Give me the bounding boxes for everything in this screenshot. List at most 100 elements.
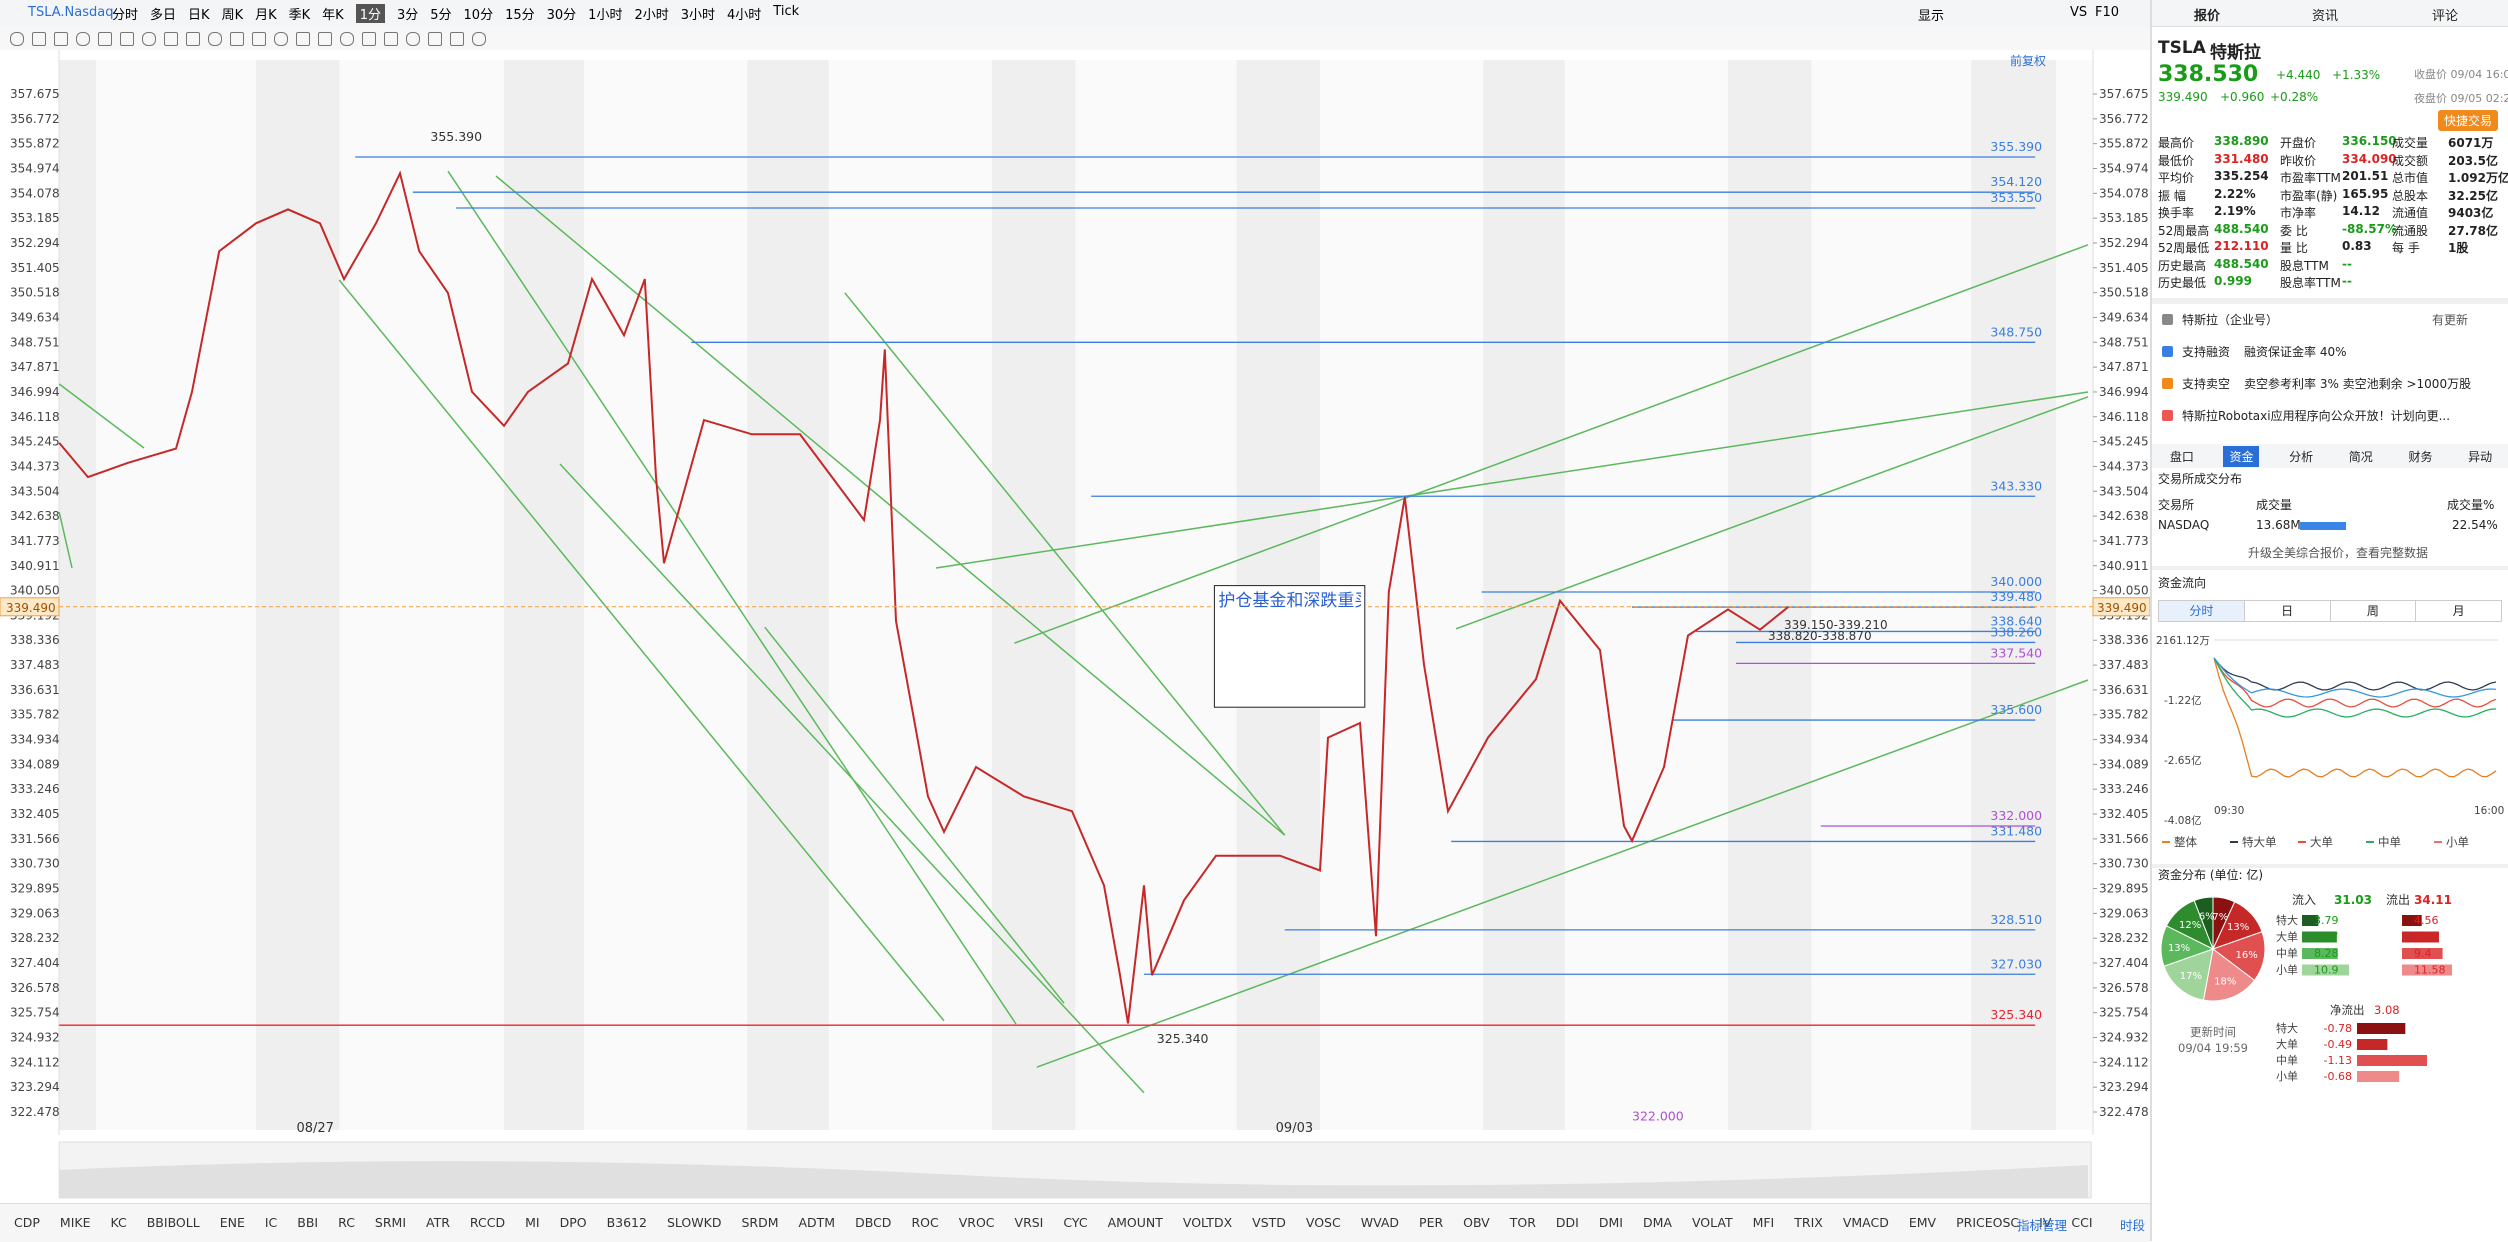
indicator[interactable]: SRMI <box>374 1215 407 1230</box>
period[interactable]: 5分 <box>430 8 452 23</box>
indicator[interactable]: PER <box>1419 1215 1444 1230</box>
indicator[interactable]: MIKE <box>59 1215 91 1230</box>
period[interactable]: 1小时 <box>588 8 623 23</box>
session[interactable]: 时段 <box>2120 1218 2146 1233</box>
notice-text: 特斯拉（企业号） <box>2182 313 2279 327</box>
period[interactable]: 周K <box>221 8 244 23</box>
indicator[interactable]: PRICEOSC <box>1956 1215 2020 1230</box>
periods: 分时 多日 日K 周K 月K 季K 年K 1分 3分 5分 10分 15分 30分 1小时 2小时 3小时 4小… <box>112 4 799 23</box>
sub-tab[interactable]: 分析 <box>2289 449 2314 464</box>
period[interactable]: 30分 <box>546 8 577 23</box>
indicator[interactable]: CYC <box>1063 1215 1088 1230</box>
indicator[interactable]: AMOUNT <box>1107 1215 1163 1230</box>
period[interactable]: 15分 <box>505 8 535 23</box>
indicator[interactable]: DMA <box>1642 1215 1672 1230</box>
indicator[interactable]: ENE <box>219 1215 245 1230</box>
tab[interactable]: 报价 <box>2194 9 2221 24</box>
sub-tab[interactable]: 财务 <box>2408 449 2433 464</box>
indicator[interactable]: VSTD <box>1252 1215 1286 1230</box>
flow-tab[interactable]: 日 <box>2243 601 2330 621</box>
period[interactable]: 1分 <box>355 4 385 23</box>
flow-tab[interactable]: 月 <box>2415 601 2501 621</box>
sub-tab[interactable]: 简况 <box>2348 449 2373 464</box>
indicator[interactable]: DDI <box>1555 1215 1579 1230</box>
indicator[interactable]: CDP <box>14 1215 40 1230</box>
indicator[interactable]: DPO <box>559 1215 587 1230</box>
tab[interactable]: 评论 <box>2432 9 2459 24</box>
indicator[interactable]: IC <box>264 1215 278 1230</box>
upgrade-link[interactable]: 升级全美综合报价，查看完整数据 <box>2248 546 2429 560</box>
y-tick-label: 333.246 <box>10 782 60 796</box>
y-tick-label: 335.782 <box>10 708 60 722</box>
indicator[interactable]: CCI <box>2071 1215 2093 1230</box>
indicator[interactable]: VRSI <box>1014 1215 1044 1230</box>
indicator[interactable]: DMI <box>1598 1215 1623 1230</box>
indicator[interactable]: RCCD <box>469 1215 506 1230</box>
indicator[interactable]: DBCD <box>855 1215 892 1230</box>
indicator-manage[interactable]: 指标管理 <box>2017 1218 2068 1233</box>
indicator[interactable]: VMACD <box>1842 1215 1889 1230</box>
period[interactable]: 季K <box>288 8 311 23</box>
indicator[interactable]: MFI <box>1752 1215 1775 1230</box>
indicator[interactable]: VOLTDX <box>1182 1215 1233 1230</box>
period[interactable]: 3小时 <box>680 8 716 23</box>
indicator[interactable]: BBIBOLL <box>146 1215 200 1230</box>
y-tick-label: 345.245 <box>10 435 60 449</box>
period[interactable]: 分时 <box>112 8 139 23</box>
indicator[interactable]: BBI <box>297 1215 319 1230</box>
stock-name: 特斯拉 <box>2210 43 2261 63</box>
indicator[interactable]: ATR <box>426 1215 450 1230</box>
period[interactable]: 年K <box>322 8 344 23</box>
period[interactable]: 日K <box>188 8 210 23</box>
flow-tab[interactable]: 分时 <box>2159 601 2244 621</box>
tool-icon <box>142 32 156 46</box>
trend-line <box>447 170 1017 1025</box>
y-tick-label: 341.773 <box>10 534 60 548</box>
y-tick-label: 354.974 <box>2099 161 2149 175</box>
y-tick-label: 350.518 <box>10 286 60 300</box>
indicator[interactable]: VOSC <box>1305 1215 1341 1230</box>
indicator[interactable]: TRIX <box>1794 1215 1823 1230</box>
indicator[interactable]: ROC <box>911 1215 939 1230</box>
f10[interactable]: F10 <box>2095 5 2120 20</box>
period[interactable]: 多日 <box>150 8 177 23</box>
y-tick-label: 351.405 <box>10 261 60 275</box>
indicator[interactable]: OBV <box>1463 1215 1490 1230</box>
outflow-bar <box>2402 964 2452 976</box>
stat-label: 成交量 <box>2392 136 2429 150</box>
indicator[interactable]: ADTM <box>798 1215 836 1230</box>
indicator[interactable]: B3612 <box>606 1215 647 1230</box>
top-toolbar: TSLA.Nasdaq 分时 多日 日K 周K 月K 季K 年K 1分 3分 5分 10分 15分 30… <box>0 0 2150 27</box>
indicator[interactable]: SRDM <box>741 1215 779 1230</box>
quick-trade[interactable]: 快捷交易 <box>2438 110 2499 131</box>
period[interactable]: 月K <box>255 8 277 23</box>
tab[interactable]: 资讯 <box>2312 9 2339 24</box>
indicator[interactable]: KC <box>110 1215 127 1230</box>
sub-tab[interactable]: 盘口 <box>2169 449 2194 464</box>
y-tick-label: 333.246 <box>2099 782 2149 796</box>
indicator[interactable]: MI <box>525 1215 540 1230</box>
indicator[interactable]: IV <box>2039 1215 2052 1230</box>
indicator[interactable]: SLOWKD <box>666 1215 722 1230</box>
trend-line <box>559 463 1145 1094</box>
display-menu[interactable]: 显示 <box>1918 9 1945 24</box>
period[interactable]: 3分 <box>396 8 419 23</box>
indicator[interactable]: RC <box>338 1215 355 1230</box>
symbol[interactable]: TSLA.Nasdaq <box>28 5 114 20</box>
sub-tab[interactable]: 资金 <box>2223 445 2260 467</box>
indicator[interactable]: VROC <box>958 1215 995 1230</box>
flow-tab[interactable]: 周 <box>2329 601 2416 621</box>
period[interactable]: 4小时 <box>727 8 762 23</box>
indicator[interactable]: WVAD <box>1360 1215 1400 1230</box>
period[interactable]: Tick <box>773 4 800 19</box>
indicator[interactable]: VOLAT <box>1691 1215 1733 1230</box>
indicator[interactable]: TOR <box>1509 1215 1536 1230</box>
period[interactable]: 2小时 <box>634 8 669 23</box>
indicator[interactable]: EMV <box>1908 1215 1937 1230</box>
vs[interactable]: VS <box>2070 5 2088 20</box>
period[interactable]: 10分 <box>463 8 494 23</box>
col: 成交量 <box>2256 498 2293 512</box>
sub-tab[interactable]: 异动 <box>2468 449 2493 464</box>
y-tick-label: 326.578 <box>10 981 60 995</box>
